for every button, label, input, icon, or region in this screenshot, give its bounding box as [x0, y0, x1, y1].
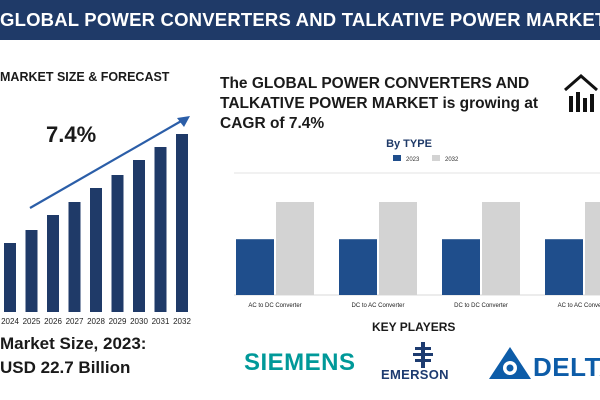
category-label-3: AC to AC Converter [558, 303, 600, 309]
type-bar-2032-1 [379, 202, 417, 295]
type-bar-2023-1 [339, 239, 377, 295]
growth-bar-2029 [111, 175, 124, 312]
house-chart-icon [564, 74, 598, 112]
type-bar-2023-2 [442, 239, 480, 295]
year-label-2030: 2030 [130, 317, 148, 326]
siemens-logo: SIEMENS [244, 349, 356, 376]
key-players-title: KEY PLAYERS [372, 320, 456, 334]
page-title: GLOBAL POWER CONVERTERS AND TALKATIVE PO… [0, 9, 600, 30]
type-bar-2023-3 [545, 239, 583, 295]
type-bar-2023-0 [236, 239, 274, 295]
market-size-value: USD 22.7 Billion [0, 358, 131, 377]
year-label-2025: 2025 [23, 317, 41, 326]
delta-logo-icon [489, 347, 531, 379]
emerson-logo: EMERSON [381, 367, 449, 382]
legend-label-2023: 2023 [406, 157, 420, 163]
header-banner: GLOBAL POWER CONVERTERS AND TALKATIVE PO… [0, 0, 600, 40]
year-label-2031: 2031 [152, 317, 170, 326]
legend-label-2032: 2032 [445, 157, 459, 163]
growth-bar-2025 [25, 230, 38, 312]
cagr-label: 7.4% [46, 122, 97, 147]
type-bar-2032-0 [276, 202, 314, 295]
type-bar-2032-3 [585, 202, 600, 295]
headline-text: The GLOBAL POWER CONVERTERS AND TALKATIV… [220, 75, 539, 132]
growth-bar-2031 [154, 147, 167, 312]
year-label-2024: 2024 [1, 317, 19, 326]
year-label-2027: 2027 [66, 317, 84, 326]
type-bar-2032-2 [482, 202, 520, 295]
category-label-1: DC to AC Converter [351, 303, 404, 309]
year-label-2029: 2029 [109, 317, 127, 326]
by-type-chart: By TYPE 2023 2032 AC to DC Converter DC t… [234, 138, 600, 309]
delta-logo: DELTA [533, 352, 600, 382]
category-label-2: DC to DC Converter [454, 303, 508, 309]
growth-bar-2026 [47, 215, 59, 312]
growth-bar-2027 [68, 202, 81, 312]
growth-bar-2032 [176, 134, 188, 312]
market-size-label: Market Size, 2023: [0, 334, 147, 353]
growth-bar-2030 [133, 160, 145, 312]
growth-bar-2024 [4, 243, 16, 312]
category-label-0: AC to DC Converter [248, 303, 301, 309]
year-label-2028: 2028 [87, 317, 105, 326]
legend-swatch-2023 [393, 155, 401, 161]
year-label-2026: 2026 [44, 317, 62, 326]
forecast-section-title: MARKET SIZE & FORECAST [0, 70, 170, 84]
year-label-2032: 2032 [173, 317, 191, 326]
emerson-logo-icon [413, 342, 433, 368]
growth-bar-2028 [90, 188, 102, 312]
legend-swatch-2032 [432, 155, 440, 161]
chart-title: By TYPE [386, 138, 432, 150]
growth-bar-chart: 2024 2025 2026 2027 2028 2029 2030 2031 2032 [1, 116, 191, 326]
trend-arrow-head [177, 116, 190, 127]
trend-arrow-line [29, 119, 184, 209]
